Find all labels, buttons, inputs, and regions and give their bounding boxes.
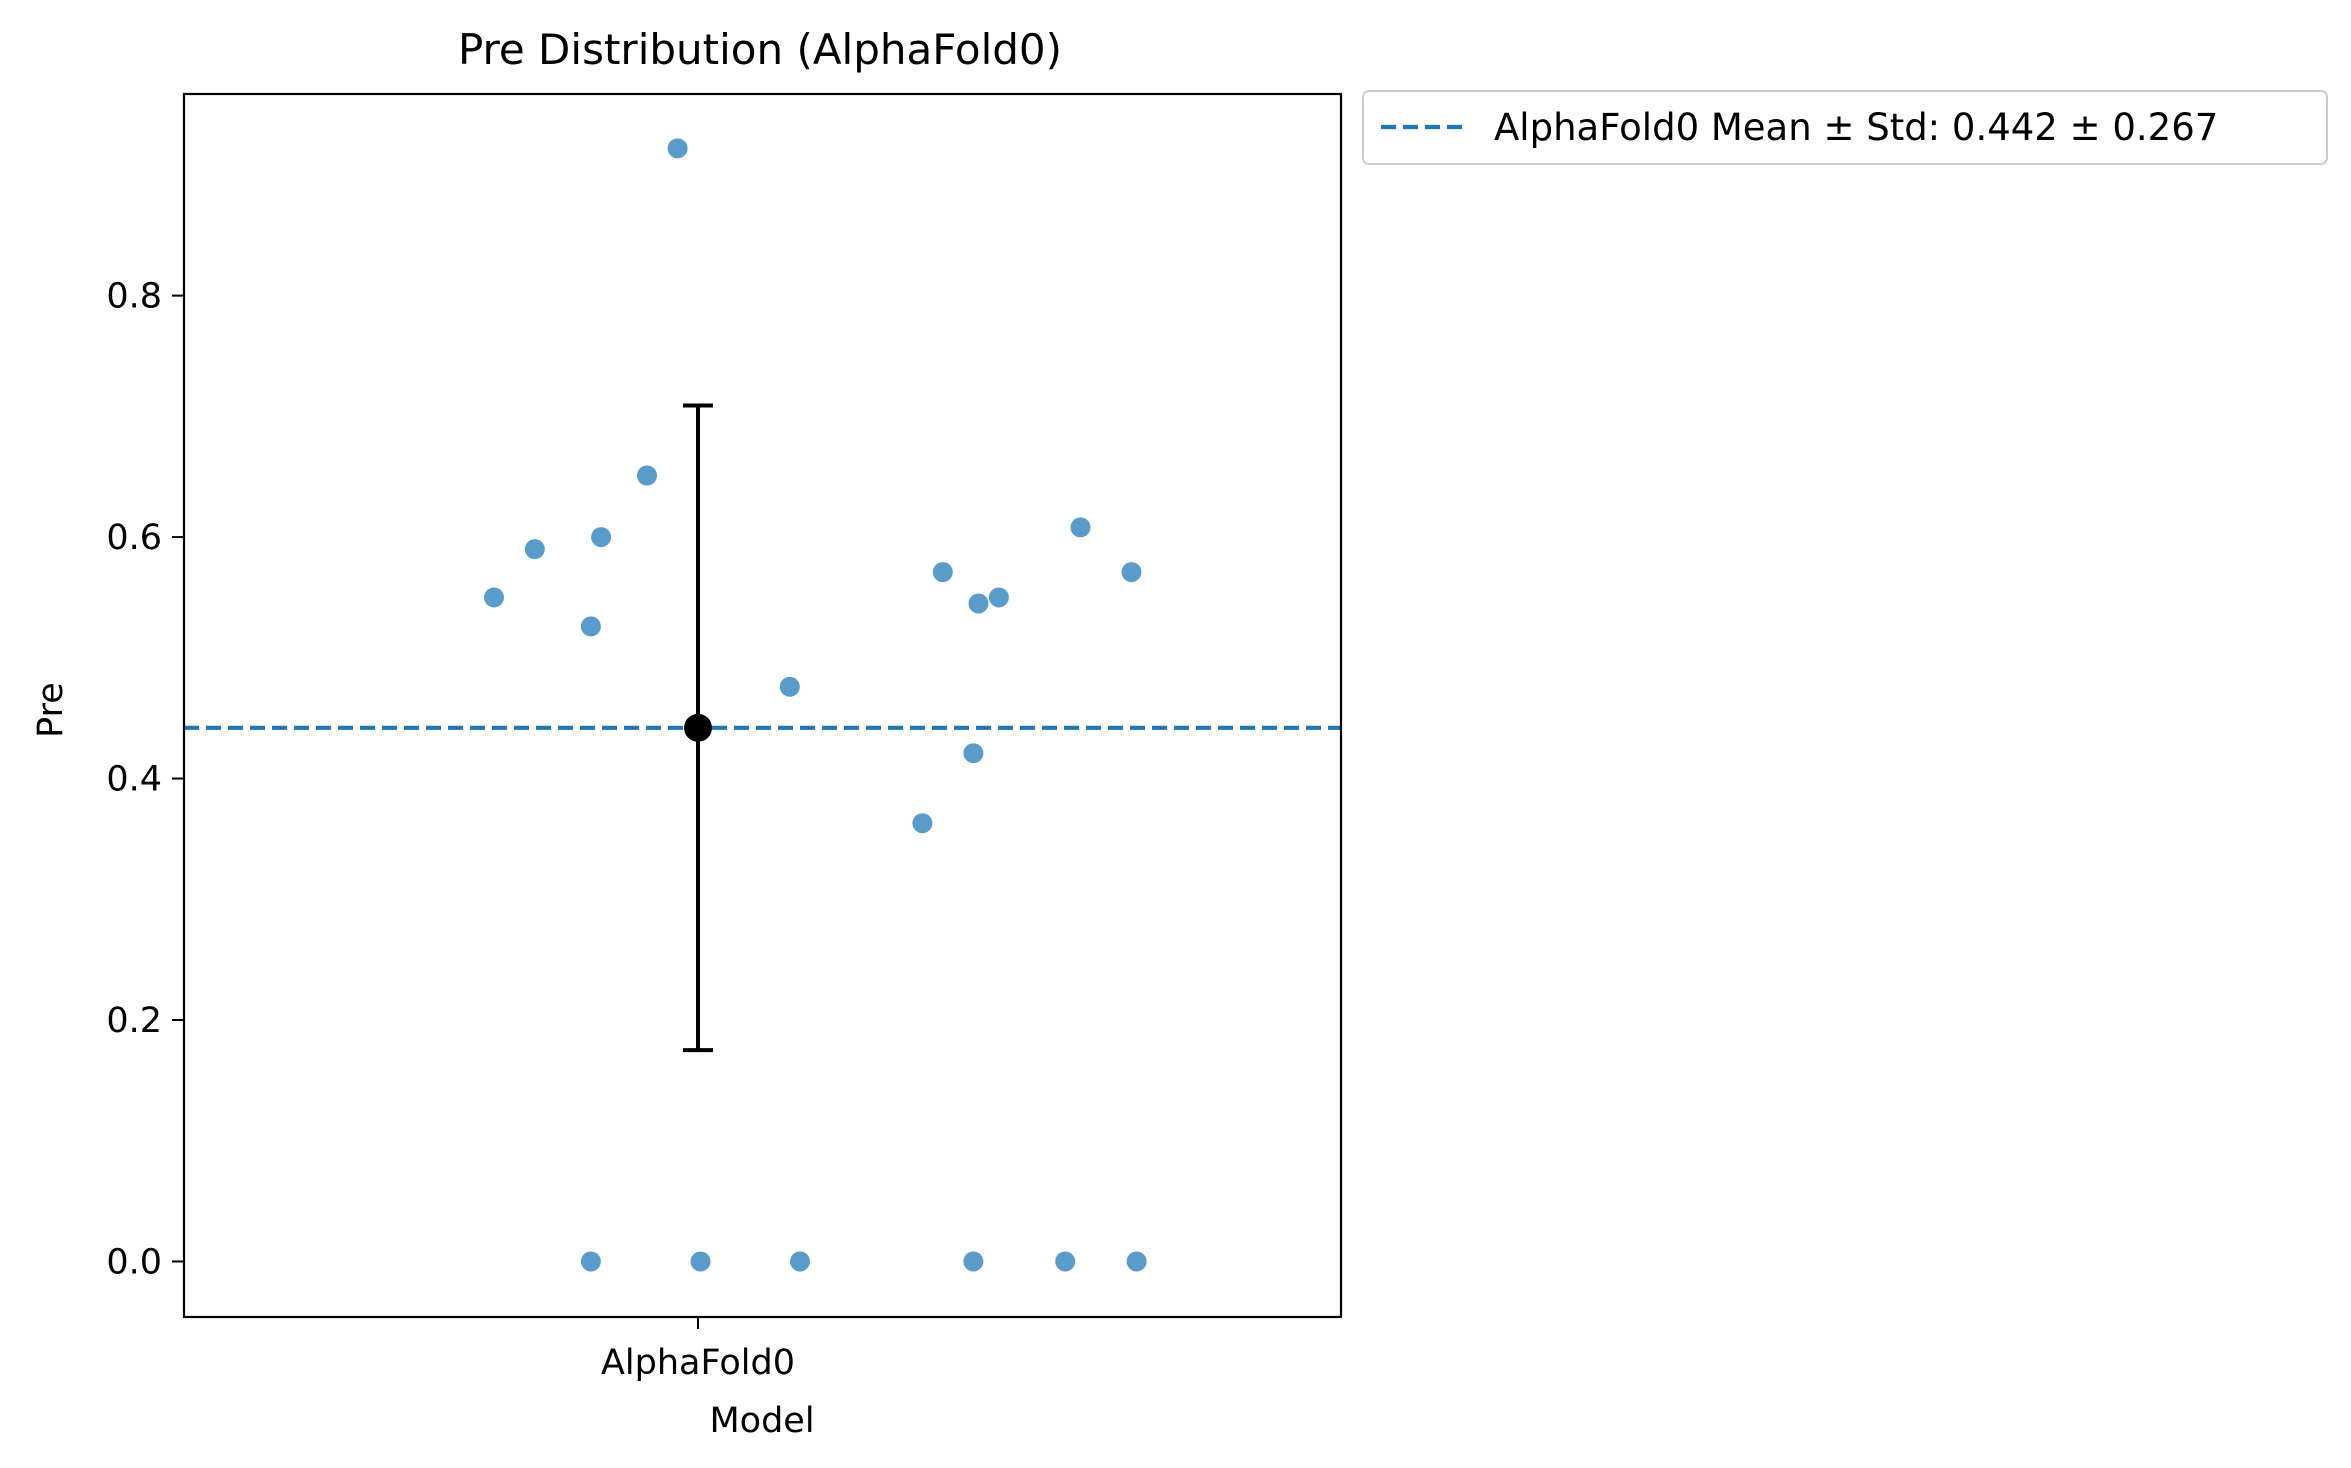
data-point — [524, 539, 545, 560]
data-point — [963, 1251, 984, 1272]
y-tick-label: 0.4 — [106, 760, 162, 800]
data-point — [637, 465, 657, 486]
data-point — [1121, 562, 1142, 583]
x-tick-label: AlphaFold0 — [601, 1343, 795, 1383]
error-bar — [683, 403, 713, 1053]
data-point — [963, 743, 984, 764]
data-point — [580, 1251, 601, 1272]
y-axis: 0.0 0.2 0.4 0.6 0.8 — [106, 277, 184, 1282]
data-point — [912, 813, 933, 834]
data-point — [690, 1251, 711, 1272]
legend-box — [1362, 90, 2328, 165]
data-point — [591, 527, 612, 548]
data-point — [1070, 517, 1091, 538]
y-tick-label: 0.6 — [106, 518, 162, 558]
y-tick-label: 0.8 — [106, 277, 162, 317]
y-tick-label: 0.0 — [106, 1242, 162, 1282]
legend-label: AlphaFold0 Mean ± Std: 0.442 ± 0.267 — [1494, 106, 2218, 149]
y-axis-label: Pre — [31, 682, 71, 738]
data-point — [932, 562, 953, 583]
data-point — [484, 587, 504, 608]
data-point — [1126, 1251, 1147, 1272]
mean-marker — [684, 713, 712, 742]
data-point — [968, 593, 989, 614]
plot-frame — [182, 92, 1343, 1319]
y-tick-label: 0.2 — [106, 1001, 162, 1041]
data-point — [1055, 1251, 1076, 1272]
legend: AlphaFold0 Mean ± Std: 0.442 ± 0.267 — [1362, 90, 2328, 165]
x-axis-label: Model — [709, 1401, 814, 1441]
data-point — [988, 587, 1009, 608]
data-point — [779, 676, 800, 697]
chart-title: Pre Distribution (AlphaFold0) — [458, 25, 1062, 74]
data-point — [667, 138, 688, 159]
data-point — [580, 616, 601, 637]
data-point — [790, 1251, 810, 1272]
data-points — [484, 138, 1147, 1272]
